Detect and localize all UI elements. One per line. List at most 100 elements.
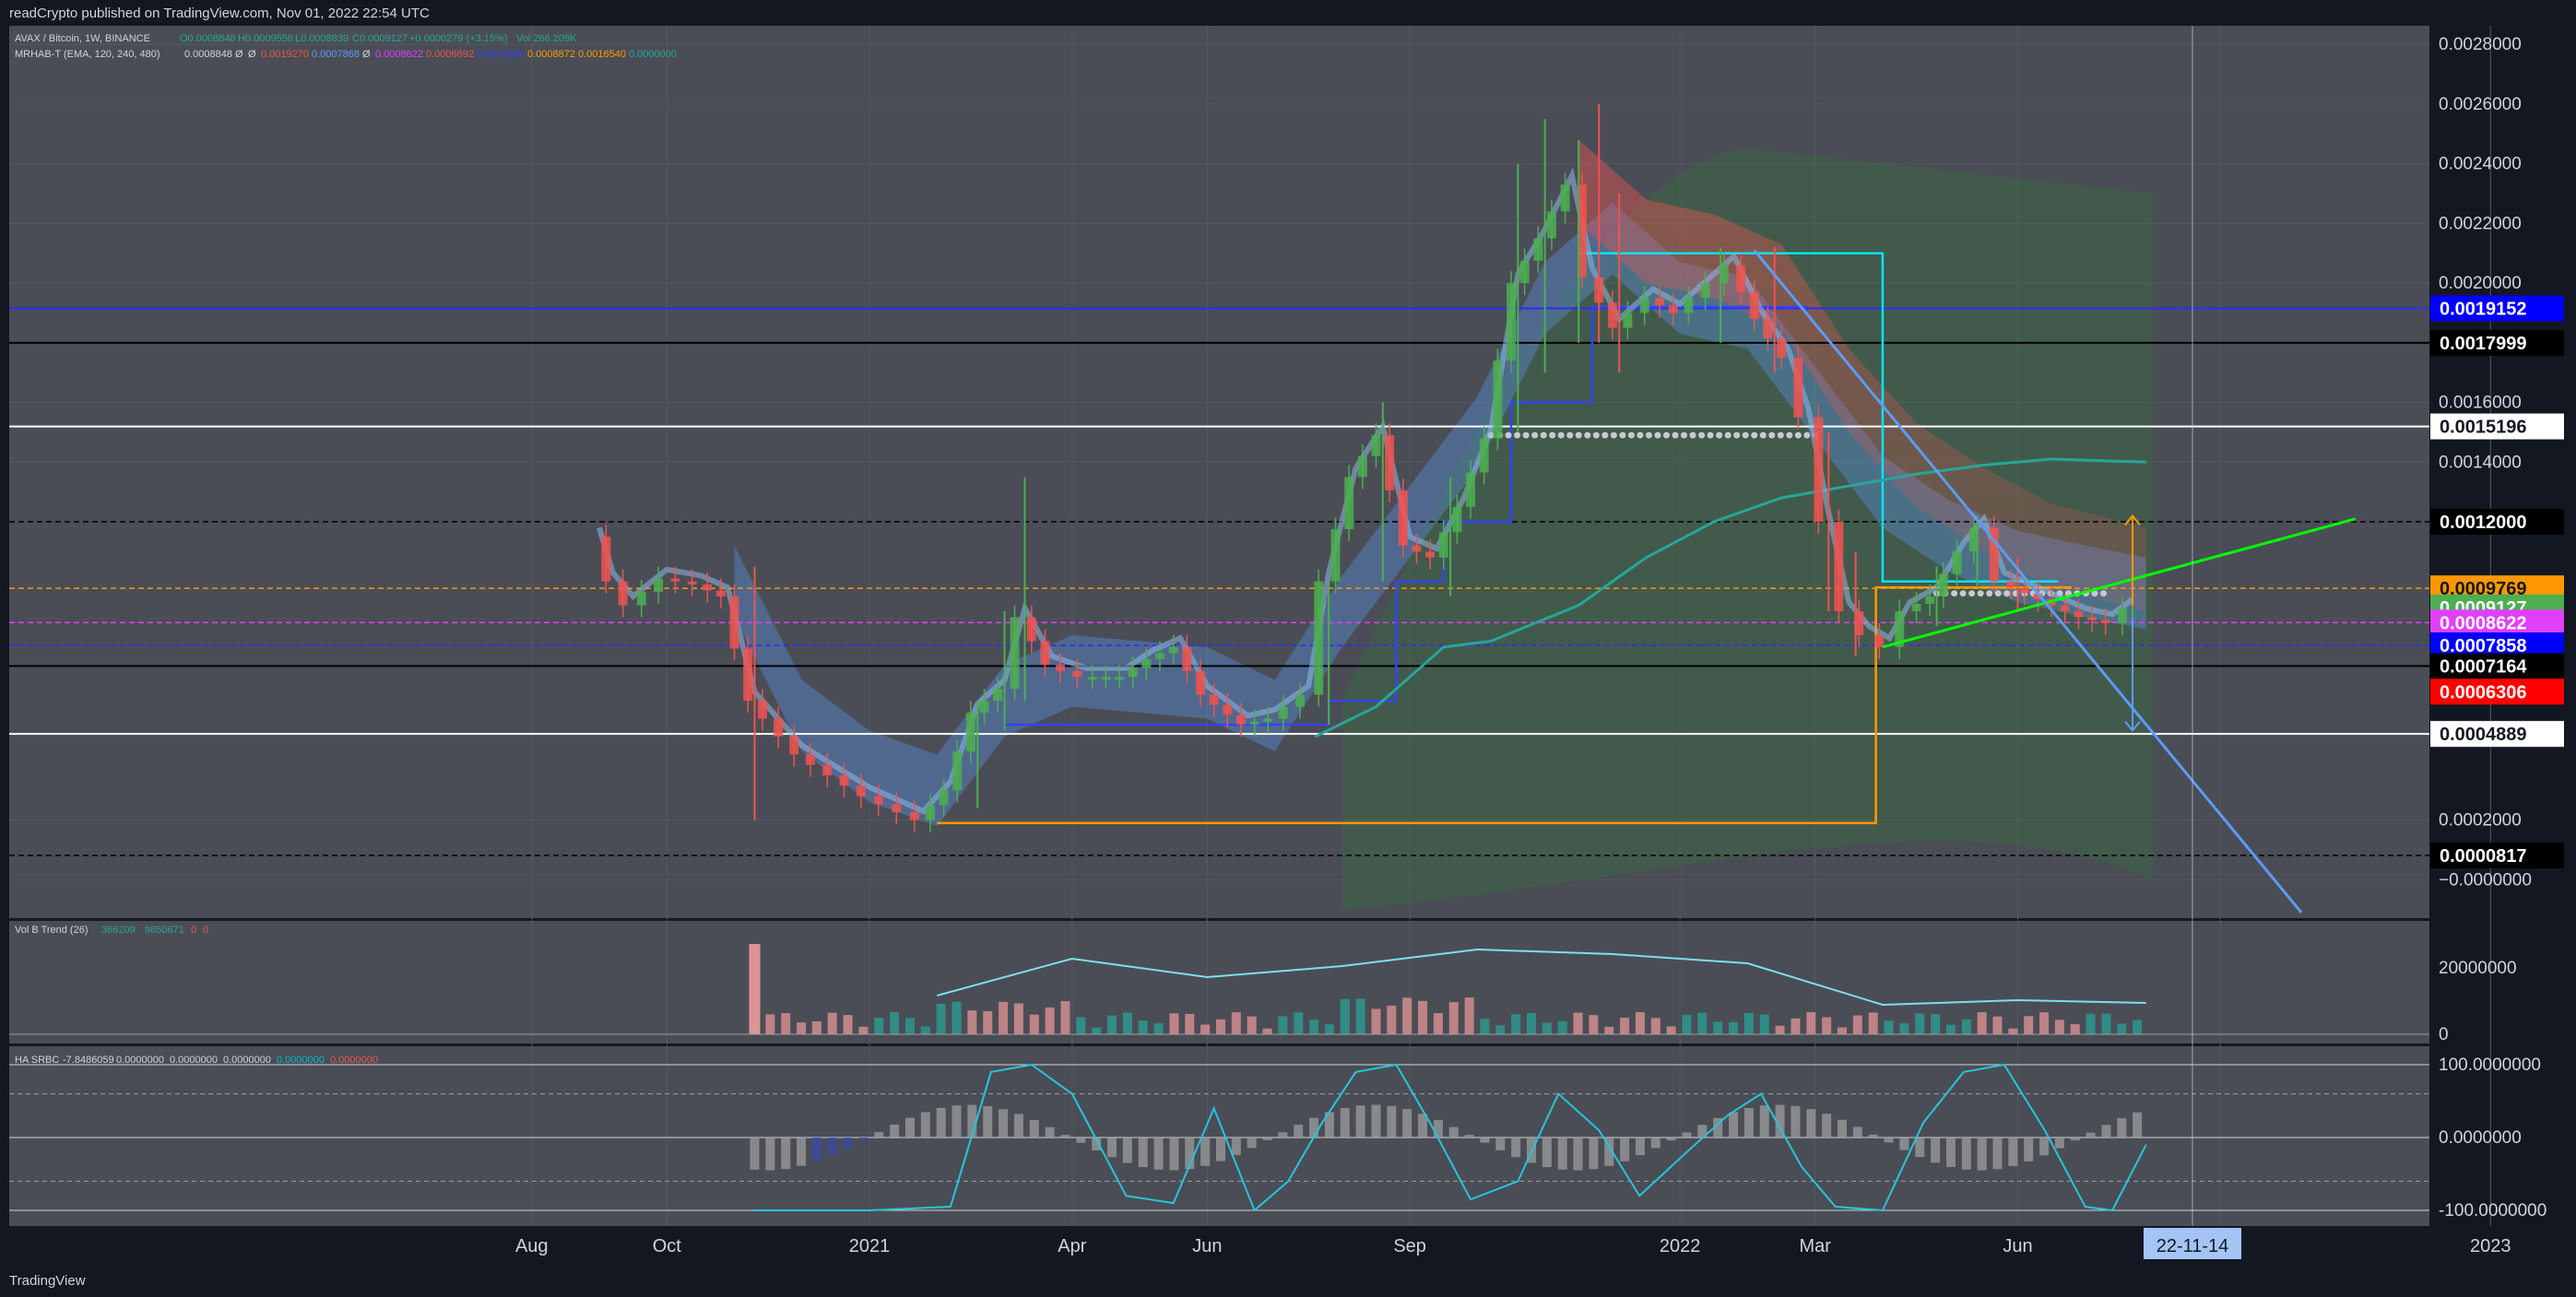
dot-marker [1522, 431, 1530, 439]
volume-bar [1371, 1008, 1381, 1034]
legend-high: H0.0009558 [238, 33, 293, 44]
indicator-value: 0.0008872 [527, 49, 575, 60]
candle-body [1010, 617, 1020, 690]
volume-bar [2008, 1028, 2018, 1034]
price-tag-box [2430, 842, 2564, 868]
price-tick-label: 0.0022000 [2439, 214, 2522, 233]
osc-bar [1589, 1138, 1599, 1170]
volume-bar [858, 1026, 869, 1034]
candle-body [1295, 694, 1306, 707]
osc-bar [2086, 1132, 2096, 1138]
candle-body [1895, 611, 1905, 647]
volume-bar [843, 1015, 853, 1034]
osc-bar [2133, 1112, 2143, 1138]
price-tag-box [2430, 721, 2564, 748]
legend-volume: Vol 266.209K [516, 33, 577, 44]
tradingview-logo[interactable]: TradingView [9, 1273, 86, 1289]
candle-body [1196, 670, 1206, 695]
volume-bar [1324, 1024, 1334, 1034]
candle-body [1749, 291, 1759, 319]
candle-body [636, 592, 646, 606]
candle-body [654, 578, 664, 593]
price-axis-labels: 0.0028000 0.0026000 0.0024000 0.0022000 0.00… [2439, 35, 2546, 1220]
volume-bar [765, 1014, 775, 1034]
osc-bar [1231, 1138, 1241, 1156]
osc-bar [1153, 1138, 1164, 1170]
candle-body [1989, 527, 1999, 582]
volume-bar [1682, 1014, 1692, 1034]
volume-bar [1650, 1018, 1660, 1034]
osc-bar [2039, 1138, 2050, 1156]
volume-value-3: 0 [191, 925, 196, 936]
dot-marker [1968, 590, 1976, 597]
osc-bar [1511, 1138, 1521, 1158]
dot-marker [2003, 590, 2011, 597]
osc-bar [1060, 1135, 1070, 1138]
osc-bar [1682, 1132, 1692, 1138]
candle-body [1546, 211, 1556, 239]
candle-body [1968, 527, 1979, 552]
volume-bar [2070, 1024, 2080, 1034]
trend-line [1753, 249, 2303, 914]
horizontal-levels [9, 307, 2429, 856]
candle-body [1385, 435, 1395, 491]
osc-bar [2008, 1138, 2018, 1166]
osc-bar [1309, 1117, 1319, 1138]
volume-bar [1775, 1025, 1785, 1034]
dot-marker [1698, 431, 1706, 439]
volume-bar [1713, 1021, 1723, 1034]
osc-bar [936, 1107, 946, 1138]
volume-bar [1107, 1015, 1117, 1034]
oscillator-panel[interactable] [9, 1046, 2429, 1226]
candle-body [822, 764, 833, 776]
oscillator-value: -7.8486059 [63, 1055, 114, 1066]
candle-body [1182, 646, 1192, 671]
price-tick-label: 0.0026000 [2439, 95, 2522, 114]
osc-bar [1495, 1138, 1506, 1150]
candle-body [1263, 718, 1273, 722]
price-tag-value: 0.0019152 [2440, 300, 2527, 320]
dot-marker [1681, 431, 1688, 439]
volume-bar [1216, 1019, 1225, 1034]
volume-trend-line [937, 948, 2146, 1007]
osc-bar [1557, 1138, 1567, 1170]
indicator-value: 0.0019270 [261, 49, 309, 60]
volume-bars [9, 944, 2429, 1035]
indicator-name: MRHAB-T (EMA, 120, 240, 480) [15, 49, 160, 60]
volume-bar [1573, 1012, 1583, 1034]
volume-bar [1806, 1012, 1816, 1034]
dot-marker [1654, 431, 1661, 439]
candle-body [1101, 677, 1111, 680]
osc-bar [1340, 1107, 1350, 1138]
candle-body [925, 805, 935, 820]
candle-body [2019, 587, 2029, 594]
osc-bar [1216, 1138, 1225, 1161]
candle-body [1854, 611, 1864, 636]
dot-marker [1540, 431, 1547, 439]
volume-bar [1464, 997, 1474, 1034]
candle-body [1398, 490, 1408, 546]
candle-body [1814, 417, 1824, 523]
candle-body [2006, 581, 2016, 588]
osc-bar [1433, 1119, 1443, 1138]
price-tag-value: 0.0004889 [2440, 725, 2527, 745]
main-panel[interactable] [9, 26, 2429, 918]
dot-marker [1619, 431, 1626, 439]
osc-bar [1542, 1138, 1552, 1168]
dot-marker [1557, 431, 1565, 439]
osc-bar [843, 1138, 853, 1149]
osc-bar [1418, 1114, 1428, 1138]
osc-bar [1650, 1138, 1660, 1149]
candle-body [2060, 605, 2070, 612]
time-tick-label: Oct [653, 1236, 682, 1256]
dot-marker [1751, 431, 1758, 439]
chart-canvas[interactable]: 0.0028000 0.0026000 0.0024000 0.0022000 0.00… [0, 0, 2576, 1268]
price-scale[interactable] [2429, 26, 2576, 918]
volume-bar [1884, 1020, 1894, 1034]
candle-body [1560, 184, 1570, 212]
time-tick-label: Aug [515, 1236, 549, 1256]
time-tick-label: Jun [1192, 1236, 1222, 1256]
volume-bar [1635, 1012, 1645, 1034]
osc-bar [1852, 1126, 1862, 1138]
volume-bar [1153, 1023, 1164, 1034]
